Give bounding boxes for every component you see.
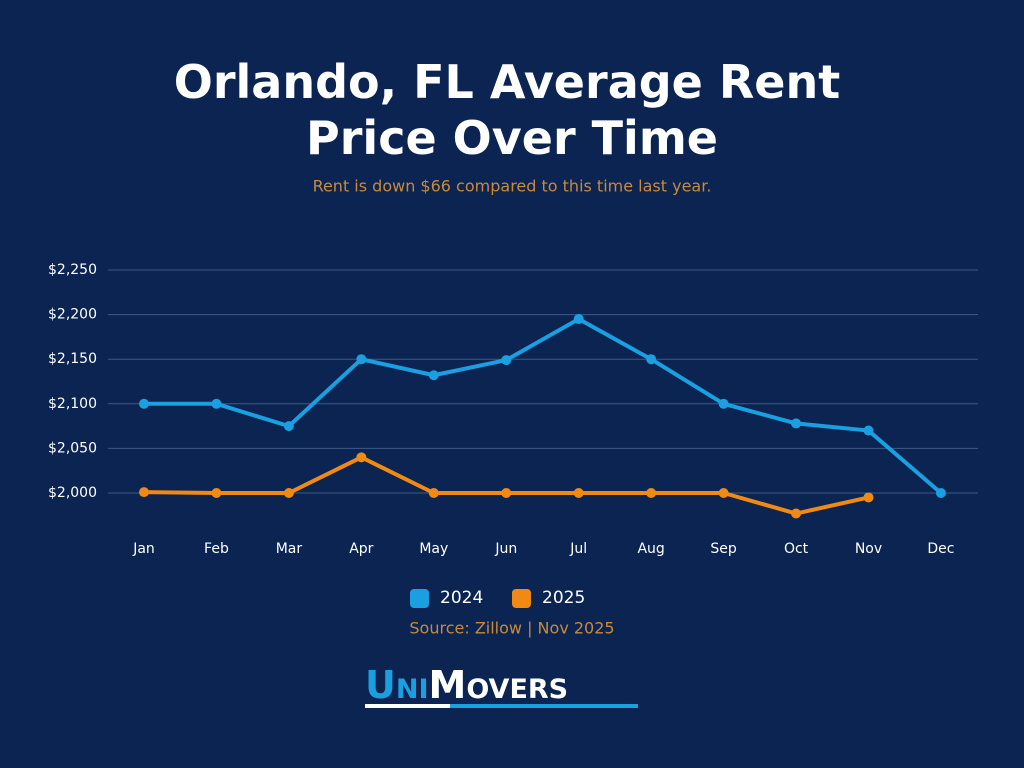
data-point [139, 487, 149, 498]
logo: UniMovers [365, 663, 638, 708]
x-tick-label: Feb [204, 541, 229, 557]
data-point [139, 398, 149, 409]
data-point [863, 492, 874, 503]
y-tick-label: $2,000 [48, 485, 97, 501]
logo-part: Uni [365, 663, 429, 707]
data-point [283, 421, 294, 432]
data-point [863, 425, 874, 436]
x-tick-label: Jul [569, 541, 587, 557]
data-point [428, 488, 439, 498]
data-point [573, 488, 584, 498]
data-point [211, 488, 222, 498]
data-point [791, 508, 802, 519]
legend-label: 2025 [542, 588, 585, 608]
x-tick-label: Apr [349, 541, 373, 557]
data-point [646, 354, 657, 365]
y-tick-label: $2,200 [48, 307, 97, 323]
data-point [573, 314, 584, 325]
logo-bar [450, 704, 638, 708]
title-line: Price Over Time [306, 111, 718, 165]
x-tick-label: Aug [637, 541, 664, 557]
y-tick-label: $2,050 [48, 440, 97, 456]
data-point [501, 488, 512, 498]
chart-title: Orlando, FL Average Rent Price Over Time [174, 55, 840, 165]
data-point [428, 370, 439, 381]
y-tick-label: $2,150 [48, 351, 97, 367]
data-point [211, 398, 222, 409]
chart-subtitle: Rent is down $66 compared to this time l… [313, 177, 712, 196]
x-tick-label: Jan [132, 541, 155, 557]
data-point [356, 354, 367, 365]
x-tick-label: May [419, 541, 448, 557]
y-tick-label: $2,100 [48, 396, 97, 412]
data-point [791, 418, 802, 429]
x-tick-label: Jun [494, 541, 517, 557]
x-tick-label: Nov [855, 541, 882, 557]
legend-swatch [512, 589, 531, 608]
source: Source: Zillow | Nov 2025 [409, 619, 614, 638]
x-tick-label: Sep [710, 541, 737, 557]
data-point [718, 488, 729, 498]
data-point [501, 355, 512, 366]
title-line: Orlando, FL Average Rent [174, 55, 840, 109]
x-tick-label: Mar [276, 541, 303, 557]
logo-text: UniMovers [365, 663, 568, 707]
legend-label: 2024 [440, 588, 483, 608]
x-tick-label: Oct [784, 541, 809, 557]
logo-bar [365, 704, 450, 708]
y-tick-label: $2,250 [48, 262, 97, 278]
series-line [144, 317, 943, 495]
logo-part: Movers [429, 663, 569, 707]
data-point [283, 488, 294, 498]
data-point [718, 398, 729, 409]
data-point [356, 452, 367, 463]
x-tick-label: Dec [927, 541, 954, 557]
data-point [935, 488, 946, 498]
data-point [646, 488, 657, 498]
legend-swatch [410, 589, 429, 608]
